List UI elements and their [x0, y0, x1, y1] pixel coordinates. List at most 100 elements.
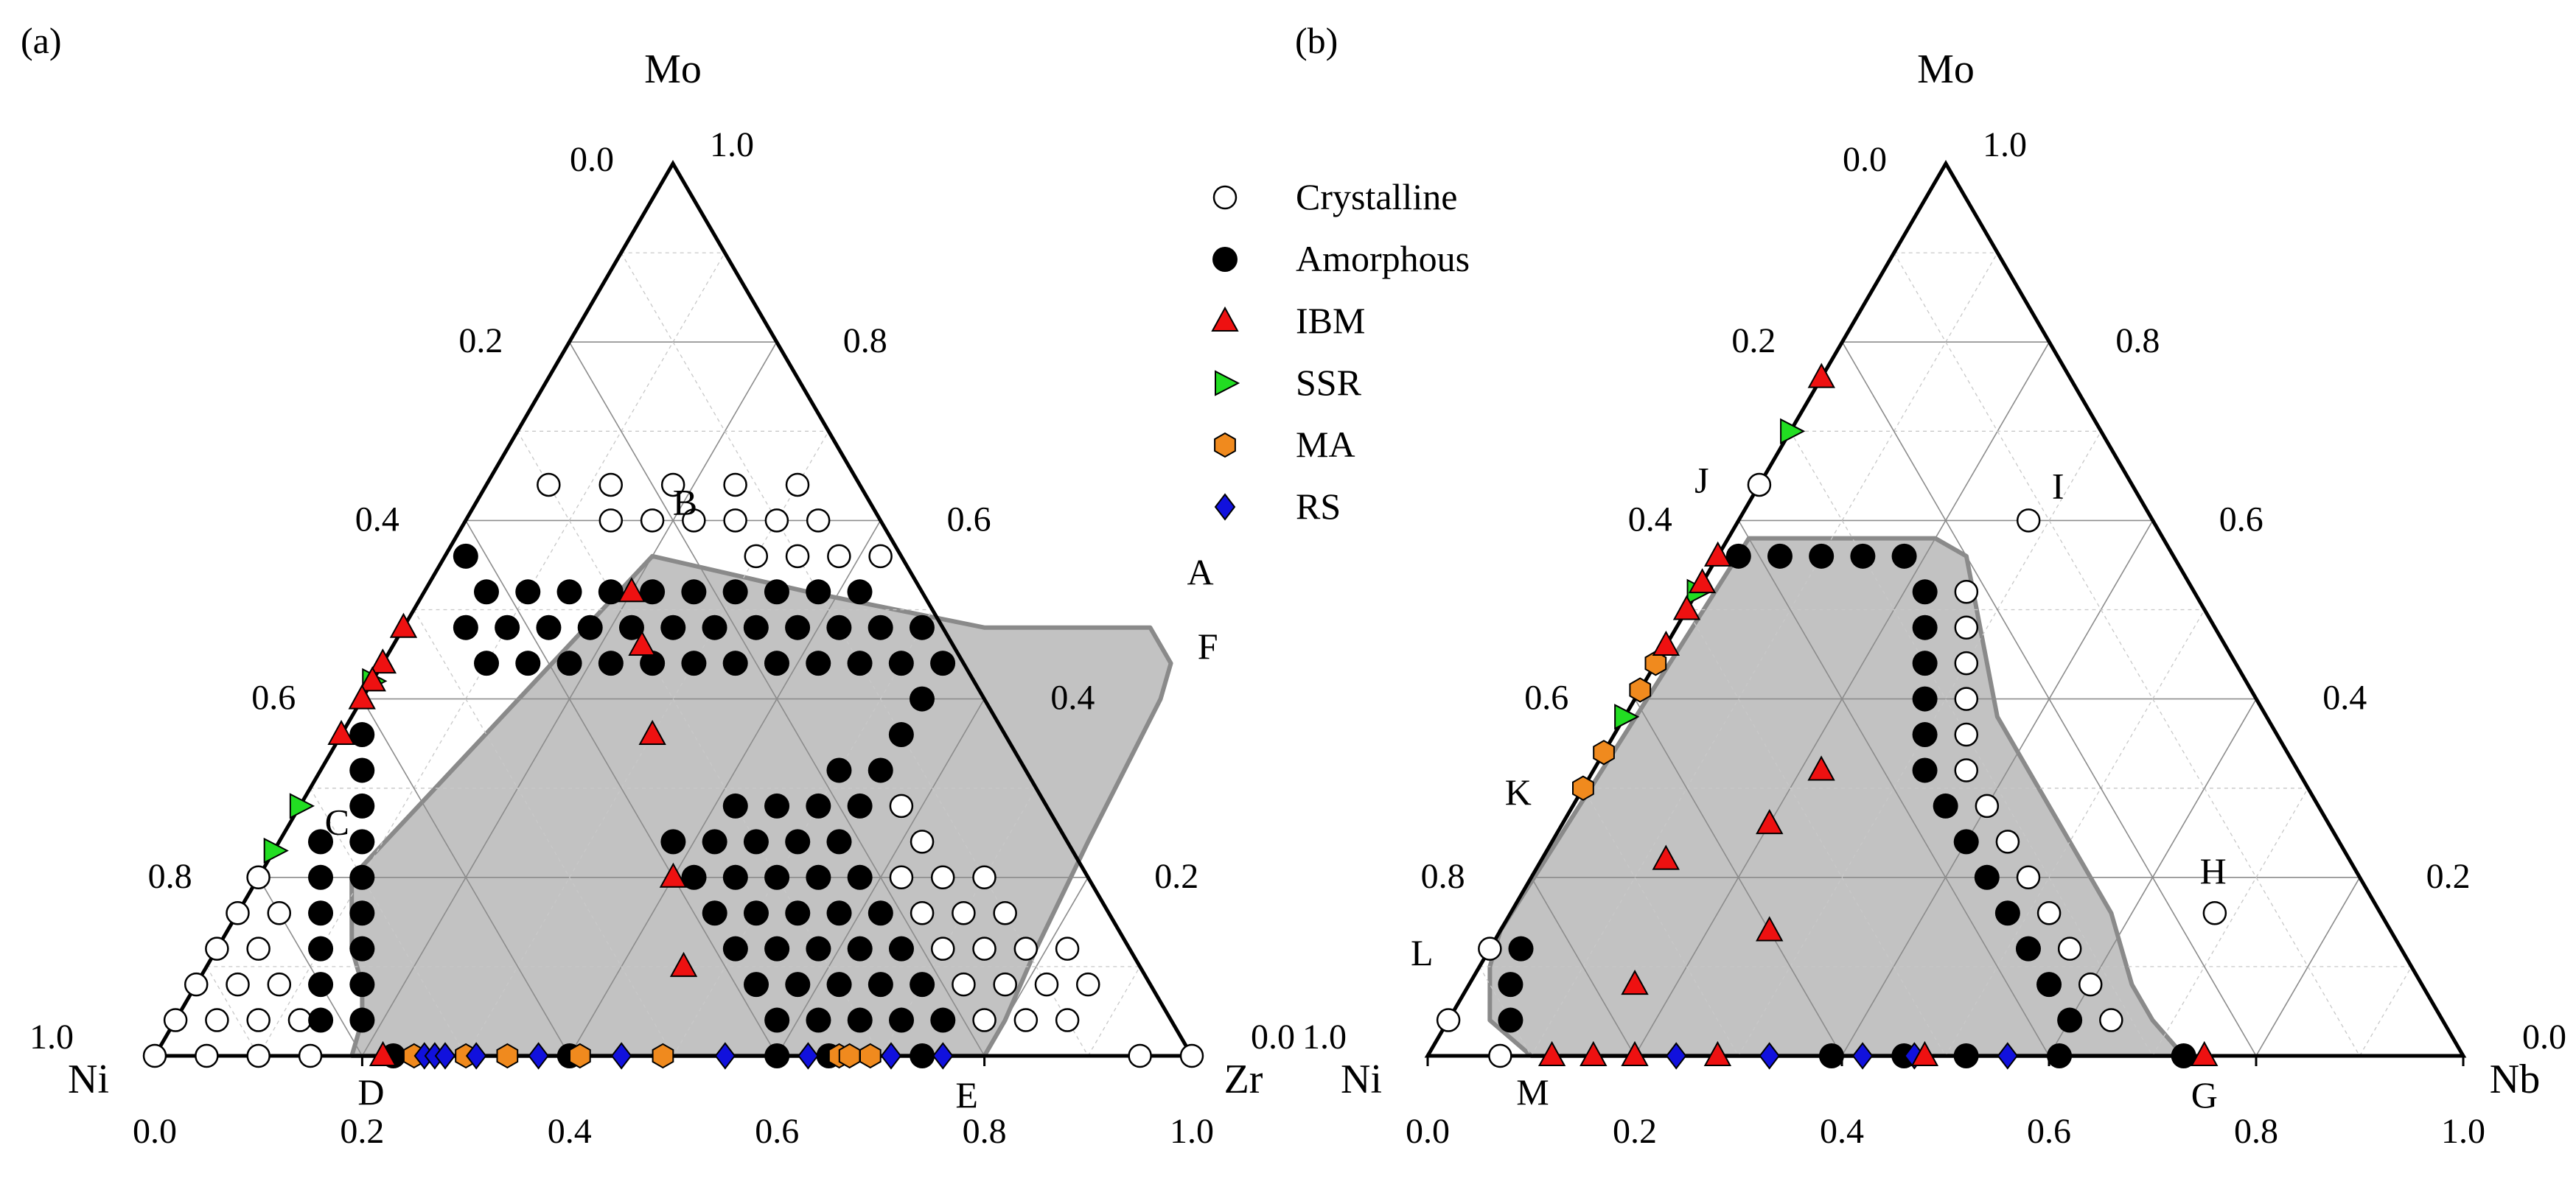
panel-a-amorphous-point [806, 864, 831, 890]
panel-a-amorphous-point [349, 722, 375, 748]
panel-b-crystalline-point [1954, 651, 1979, 676]
panel-a-grid-line [310, 788, 467, 1057]
panel-b-ibm-point [1688, 568, 1717, 594]
panel-a-amorphous-point [909, 614, 935, 640]
legend-entry-amorphous: Amorphous [1212, 238, 1470, 279]
legend-label-crystalline: Crystalline [1296, 176, 1457, 217]
panel-a-crystalline-point [972, 936, 996, 961]
panel-a-amorphous-point [930, 1007, 956, 1033]
panel-a-crystalline-point [910, 830, 935, 854]
panel-a-amorphous-point [909, 686, 935, 712]
panel-a-ma-point [652, 1043, 674, 1069]
panel-a-region-label-a: A [1187, 551, 1214, 592]
panel-b-amorphous-point [1912, 722, 1938, 748]
panel-a-crystalline-point [764, 508, 789, 533]
panel-b-amorphous-point [1953, 829, 1979, 855]
panel-b-amorphous-point [2015, 936, 2041, 962]
panel-b-amorphous-point [1891, 543, 1917, 569]
panel-a-ibm-series [327, 577, 698, 1066]
panel-b-amorphous-point [1953, 1043, 1979, 1068]
panel-b-amorphous-point [1974, 864, 2000, 890]
panel-a-ssr-point [289, 793, 315, 819]
panel-b-amorphous-point [1498, 1007, 1523, 1033]
panel-a-amorphous-point [536, 614, 562, 640]
panel-b-left-tick-label: 0.8 [1421, 857, 1465, 896]
panel-a-amorphous-point [888, 936, 914, 962]
panel-a-amorphous-point [474, 651, 500, 676]
panel-b-amorphous-region [1487, 536, 2186, 1058]
panel-a-amorphous-point [826, 757, 852, 783]
legend-entry-ibm: IBM [1211, 300, 1365, 341]
panel-b-amorphous-point [1912, 757, 1938, 783]
panel-b-grid-line [1530, 252, 1998, 1057]
panel-a-amorphous-point [910, 972, 935, 998]
panel-b-ibm-series [1537, 363, 2219, 1066]
panel-a-amorphous-point [308, 936, 334, 962]
panel-b-ssr-point [1614, 704, 1640, 730]
panel-b-crystalline-point [2057, 936, 2082, 961]
panel-b-crystalline-point [1954, 722, 1979, 747]
panel-b-amorphous-point [2171, 1043, 2196, 1068]
panel-b-grid [1479, 252, 2412, 1057]
panel-b-rs-point [1997, 1042, 2019, 1070]
panel-a-amorphous-point [473, 579, 499, 605]
legend-label-ibm: IBM [1296, 300, 1365, 341]
panel-a-amorphous-point [847, 864, 873, 890]
panel-a-grid-line [361, 698, 570, 1057]
panel-a-amorphous-point [453, 543, 478, 569]
panel-b-crystalline-point [2016, 508, 2041, 533]
panel-a-rs-point [880, 1042, 902, 1070]
panel-a-amorphous-point [806, 936, 831, 962]
panel-b-rs-point [1851, 1042, 1874, 1070]
panel-a-region-label-b: B [673, 482, 697, 523]
panel-a-ibm-point [638, 719, 666, 746]
panel-a-amorphous-point [930, 651, 956, 676]
panel-a-amorphous-point [722, 651, 748, 676]
panel-a-region-label-f: F [1198, 626, 1218, 667]
panel-b-crystalline-point [1975, 794, 2000, 819]
panel-a-ibm-point [669, 951, 698, 977]
legend-label-ssr: SSR [1296, 362, 1362, 403]
panel-b-ibm-point [1807, 755, 1835, 781]
panel-a-crystalline-point [1013, 1008, 1039, 1032]
panel-a-amorphous-point [495, 614, 520, 640]
panel-a-grid-line [517, 430, 882, 1057]
panel-a-ma-point [859, 1043, 882, 1069]
legend-entry-rs: RS [1214, 486, 1341, 527]
panel-a-grid-line [206, 966, 259, 1057]
panel-a-crystalline-point [537, 472, 561, 497]
panel-a-amorphous-point [785, 900, 811, 926]
panel-b-region-label-m: M [1516, 1071, 1549, 1113]
panel-b-region-label-h: H [2200, 850, 2227, 892]
panel-a-amorphous-point [660, 614, 686, 640]
panel-a-amorphous-point [764, 1043, 790, 1068]
panel-a-region-label-e: E [955, 1074, 978, 1116]
panel-a-crystalline-point [287, 1008, 313, 1032]
panel-a-amorphous-point [847, 1007, 873, 1033]
panel-a-bottom-tick-label: 0.8 [963, 1112, 1007, 1151]
panel-b-grid-line [1841, 341, 2257, 1057]
panel-b-region-label-g: G [2191, 1074, 2218, 1116]
panel-b-grid-line [1790, 430, 2154, 1057]
panel-a-crystalline-point [723, 472, 747, 497]
panel-a-amorphous-point [308, 864, 334, 890]
panel-b-grid-line [1530, 877, 1636, 1057]
panel-b-ibm-point [1672, 595, 1701, 620]
panel-a-amorphous-point [806, 579, 831, 605]
panel-a-crystalline-point [785, 472, 810, 497]
panel-b-crystalline-point [2036, 900, 2062, 925]
panel-b-ibm-point [1652, 630, 1680, 656]
panel-b-amorphous-point [1850, 543, 1876, 569]
panel-b-ibm-point [1807, 363, 1835, 388]
panel-b-vertex-top-label: Mo [1917, 46, 1975, 92]
panel-a-amorphous-point [577, 614, 603, 640]
panel-a-amorphous-point [660, 829, 686, 855]
panel-a-amorphous-point [349, 757, 375, 783]
panel-a-crystalline-point [868, 544, 893, 569]
panel-b-left-tick-label: 0.6 [1524, 679, 1568, 718]
panel-b-bottom-tick-label: 1.0 [2441, 1112, 2485, 1151]
panel-a-ibm-point [358, 666, 386, 692]
panel-a-amorphous-point [785, 614, 811, 640]
panel-b-bottom-tick-label: 0.4 [1820, 1112, 1864, 1151]
panel-b-left-tick-label: 0.0 [1843, 140, 1887, 179]
